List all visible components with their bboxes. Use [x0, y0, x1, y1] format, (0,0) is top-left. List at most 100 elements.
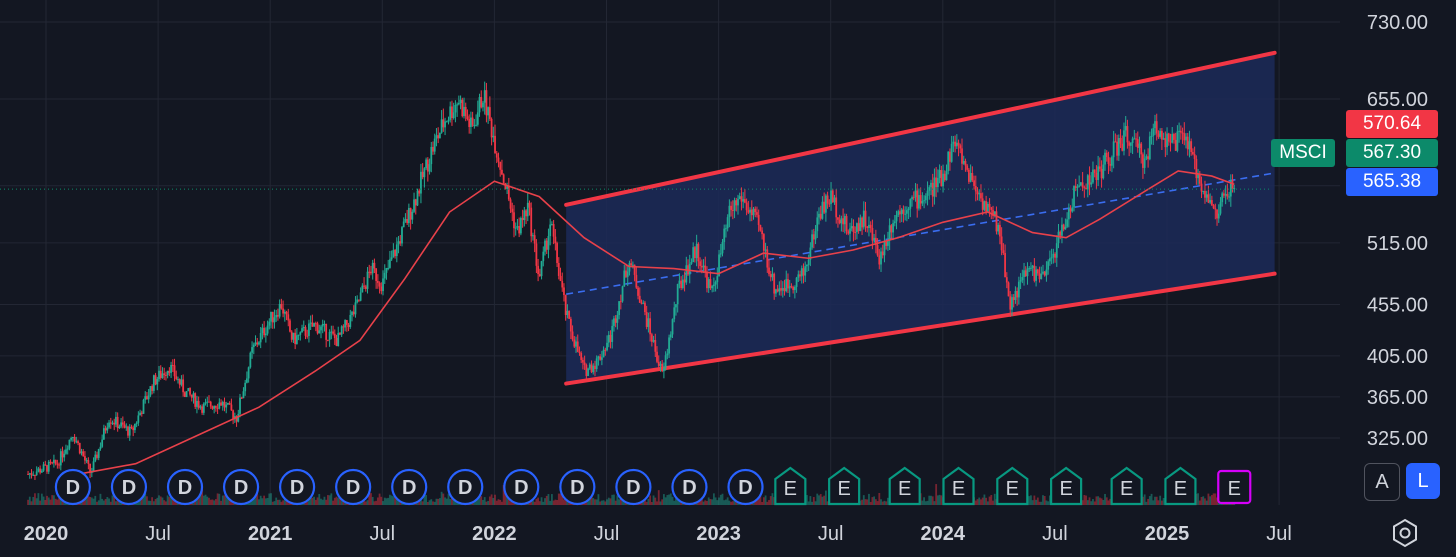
candle-body — [676, 284, 679, 305]
volume-bar — [532, 500, 534, 505]
volume-bar — [383, 497, 386, 505]
candle-body — [526, 202, 529, 217]
candle-body — [457, 102, 460, 105]
earnings-marker-label: E — [898, 478, 911, 500]
volume-bar — [868, 493, 870, 505]
volume-bar — [264, 498, 267, 505]
time-tick-label: 2020 — [24, 523, 69, 545]
candle-body — [1017, 281, 1020, 298]
volume-bar — [425, 494, 428, 505]
volume-bar — [597, 494, 600, 505]
volume-bar — [921, 500, 924, 505]
volume-bar — [426, 501, 429, 505]
candle-body — [223, 401, 226, 408]
candle-body — [411, 211, 414, 220]
settings-icon[interactable] — [1390, 518, 1420, 548]
candle-body — [416, 190, 419, 206]
candle-body — [264, 333, 267, 336]
auto-scale-button[interactable]: A — [1364, 463, 1400, 501]
volume-bar — [146, 496, 148, 505]
candle-body — [533, 235, 536, 244]
candle-body — [433, 138, 436, 152]
volume-bar — [733, 498, 736, 505]
candle-body — [1054, 253, 1056, 258]
candle-body — [1043, 271, 1046, 276]
candle-body — [768, 267, 770, 275]
candle-body — [1047, 261, 1050, 270]
price-axis[interactable]: 730.00 655.00 515.00 455.00 405.00 365.00 325.… — [1367, 12, 1428, 450]
candle-body — [47, 461, 50, 472]
candle-body — [208, 401, 210, 403]
volume-bar — [280, 501, 283, 505]
candle-body — [583, 362, 586, 365]
candle-body — [1169, 141, 1172, 143]
candle-body — [1228, 196, 1230, 198]
candle-body — [1083, 187, 1086, 189]
candle-body — [199, 406, 202, 408]
regression-channel[interactable] — [564, 50, 1277, 386]
time-axis[interactable]: 2020 Jul 2021 Jul 2022 Jul 2023 Jul 2024 Jul 2025 J… — [24, 523, 1292, 545]
volume-bar — [101, 498, 104, 505]
candle-body — [476, 112, 479, 125]
candle-body — [1117, 138, 1120, 156]
candle-body — [623, 270, 626, 287]
candle-body — [277, 315, 279, 317]
volume-bar — [533, 501, 536, 505]
time-tick-label: Jul — [370, 523, 396, 545]
candle-body — [699, 261, 701, 266]
candle-body — [764, 249, 767, 251]
volume-bar — [559, 493, 562, 505]
earnings-marker-label: E — [1006, 478, 1019, 500]
volume-bar — [387, 497, 390, 505]
volume-bar — [308, 496, 310, 505]
candle-body — [65, 449, 67, 454]
volume-bar — [435, 498, 438, 505]
volume-bar — [61, 499, 64, 505]
volume-bar — [650, 501, 653, 505]
volume-bar — [339, 494, 341, 505]
candle-body — [488, 107, 491, 119]
candle-body — [678, 280, 681, 285]
volume-bar — [58, 498, 60, 505]
candle-body — [251, 347, 253, 353]
volume-bar — [657, 490, 660, 505]
volume-bar — [1145, 501, 1148, 505]
volume-bar — [1040, 501, 1043, 505]
candle-body — [1150, 135, 1153, 137]
candle-body — [683, 279, 686, 283]
volume-bar — [330, 493, 333, 505]
candle-body — [1061, 224, 1063, 236]
candle-body — [538, 274, 541, 277]
candle-body — [473, 125, 476, 127]
candle-body — [781, 288, 784, 291]
candle-body — [156, 379, 159, 385]
volume-bar — [640, 501, 643, 505]
candle-body — [1142, 154, 1144, 168]
volume-bar — [764, 495, 767, 505]
candle-body — [1212, 205, 1215, 209]
volume-bar — [258, 499, 260, 505]
candle-body — [178, 379, 181, 385]
candle-body — [981, 198, 984, 210]
log-scale-button[interactable]: L — [1406, 463, 1440, 499]
candle-body — [726, 217, 729, 229]
price-tick-label: 655.00 — [1367, 89, 1428, 111]
volume-bar — [609, 498, 612, 505]
candle-body — [89, 463, 91, 473]
candle-body — [776, 289, 779, 292]
candle-body — [931, 182, 934, 197]
candle-body — [392, 250, 395, 258]
candle-body — [278, 304, 281, 317]
volume-bar — [161, 497, 164, 505]
candle-body — [432, 146, 434, 152]
volume-bar — [1033, 495, 1036, 505]
candle-body — [246, 378, 248, 383]
candle-body — [421, 171, 424, 178]
volume-bar — [306, 501, 309, 505]
candle-body — [363, 285, 365, 287]
volume-bar — [376, 497, 379, 505]
candle-body — [180, 379, 183, 385]
candle-body — [788, 286, 791, 289]
